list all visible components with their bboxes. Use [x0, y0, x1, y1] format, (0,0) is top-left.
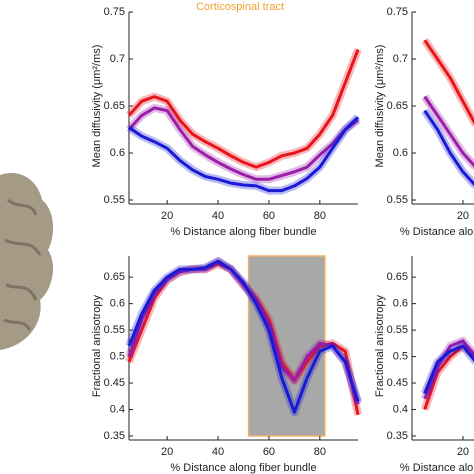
shaded-region: [247, 255, 326, 437]
y-axis-label: Fractional anisotropy: [374, 294, 386, 397]
chart-title: Corticospinal tract: [196, 1, 284, 13]
line: [423, 95, 474, 168]
line: [127, 259, 360, 414]
x-axis-label: % Distance along fiber bundle: [400, 462, 474, 474]
x-axis-label: % Distance along fiber bundle: [170, 226, 316, 238]
y-axis-label: Mean diffusivity (μm²/ms): [91, 45, 103, 168]
y-tick-label: 0.65: [387, 271, 408, 283]
y-tick-label: 0.65: [104, 100, 125, 112]
line: [423, 109, 474, 187]
y-tick-label: 0.45: [104, 377, 125, 389]
x-tick-label: 20: [457, 210, 469, 222]
y-tick-label: 0.5: [110, 350, 125, 362]
y-tick-label: 0.6: [110, 298, 125, 310]
y-tick-label: 0.5: [393, 350, 408, 362]
line: [423, 39, 474, 125]
y-tick-label: 0.35: [387, 430, 408, 442]
x-tick-label: 40: [212, 446, 224, 458]
y-tick-label: 0.75: [387, 6, 408, 18]
line: [127, 106, 359, 181]
y-tick-label: 0.55: [387, 194, 408, 206]
y-tick-label: 0.35: [104, 430, 125, 442]
y-tick-label: 0.7: [393, 53, 408, 65]
y-tick-label: 0.6: [393, 147, 408, 159]
x-tick-label: 60: [263, 446, 275, 458]
y-tick-label: 0.75: [104, 6, 125, 18]
line: [423, 339, 474, 400]
y-tick-label: 0.6: [393, 298, 408, 310]
x-tick-label: 40: [212, 210, 224, 222]
y-tick-label: 0.45: [387, 377, 408, 389]
line: [128, 116, 360, 193]
y-tick-label: 0.65: [387, 100, 408, 112]
y-tick-label: 0.55: [104, 324, 125, 336]
y-tick-label: 0.55: [104, 194, 125, 206]
line: [423, 344, 474, 395]
y-axis-label: Mean diffusivity (μm²/ms): [374, 45, 386, 168]
y-tick-label: 0.7: [110, 53, 125, 65]
x-axis-label: % Distance along fiber bundle: [400, 226, 474, 238]
x-tick-label: 80: [314, 446, 326, 458]
line: [127, 49, 360, 169]
y-axis-label: Fractional anisotropy: [91, 294, 103, 397]
y-tick-label: 0.65: [104, 271, 125, 283]
x-tick-label: 20: [161, 210, 173, 222]
y-tick-label: 0.4: [110, 403, 125, 415]
y-tick-label: 0.6: [110, 147, 125, 159]
y-tick-label: 0.55: [387, 324, 408, 336]
x-tick-label: 20: [161, 446, 173, 458]
brain-image: [0, 172, 54, 350]
x-tick-label: 20: [457, 446, 469, 458]
x-tick-label: 60: [263, 210, 275, 222]
y-tick-label: 0.4: [393, 403, 408, 415]
x-tick-label: 80: [314, 210, 326, 222]
x-axis-label: % Distance along fiber bundle: [170, 462, 316, 474]
